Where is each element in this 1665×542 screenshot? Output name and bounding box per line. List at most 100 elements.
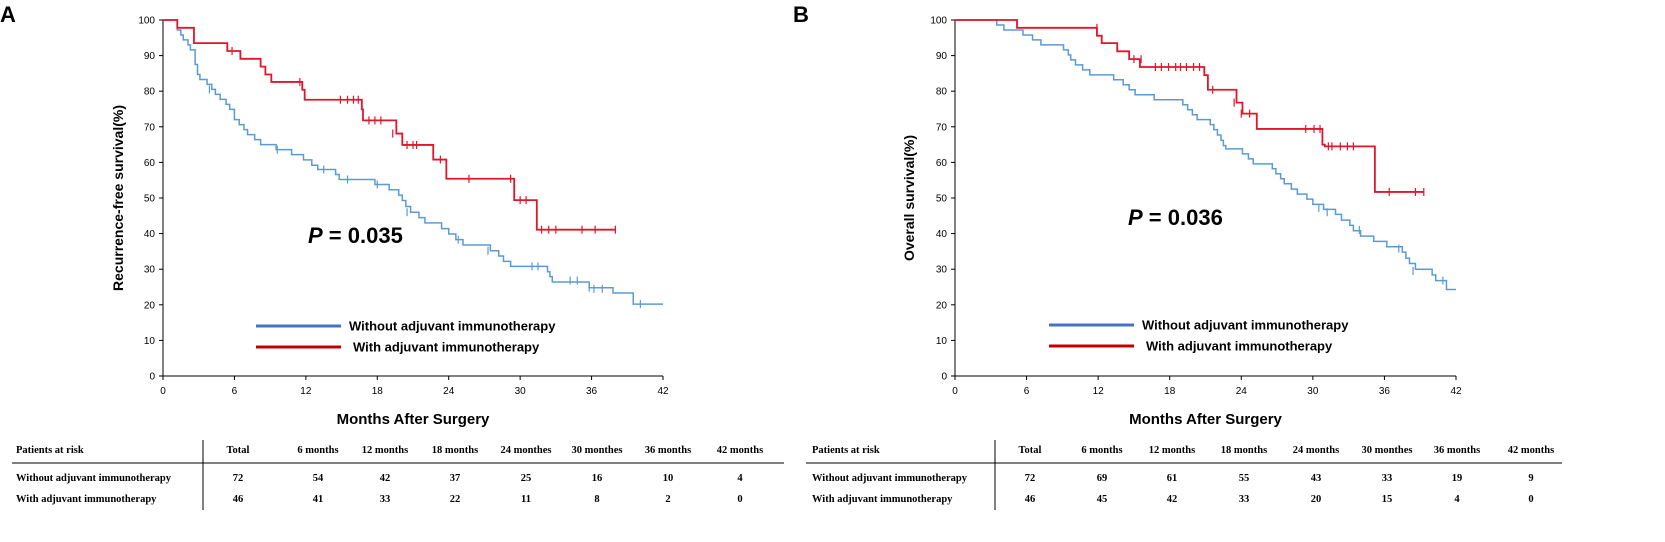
panel-letter: B xyxy=(793,2,809,27)
risk-table-cell: 61 xyxy=(1167,473,1178,484)
risk-table: Patients at risk Total 6 months 12 months 18… xyxy=(806,440,1562,510)
y-tick-label: 50 xyxy=(936,194,948,205)
risk-table-header: 36 months xyxy=(645,445,691,456)
x-tick-label: 36 xyxy=(1379,386,1391,397)
legend-label-without: Without adjuvant immunotherapy xyxy=(1142,318,1349,333)
y-tick-label: 80 xyxy=(144,87,156,98)
risk-table-header: Patients at risk xyxy=(812,445,880,456)
risk-table-cell: 0 xyxy=(1528,494,1533,505)
x-tick-label: 36 xyxy=(586,386,598,397)
y-tick-label: 10 xyxy=(936,336,948,347)
y-axis-label: Recurrence-free survival(%) xyxy=(110,105,126,291)
p-value: P = 0.036 xyxy=(1128,205,1223,230)
risk-table-row-label: Without adjuvant immunotherapy xyxy=(16,473,172,484)
risk-table-header: 12 months xyxy=(362,445,408,456)
x-tick-label: 24 xyxy=(443,386,455,397)
x-tick-label: 6 xyxy=(1024,386,1030,397)
risk-table-cell: 69 xyxy=(1097,473,1108,484)
risk-table-cell: 11 xyxy=(521,494,531,505)
risk-table-cell: 20 xyxy=(1311,494,1322,505)
legend-label-with: With adjuvant immunotherapy xyxy=(353,340,540,355)
y-tick-label: 40 xyxy=(144,229,156,240)
x-axis-label: Months After Surgery xyxy=(1129,411,1282,428)
y-tick-label: 0 xyxy=(941,372,947,383)
risk-table-cell: 72 xyxy=(233,473,244,484)
x-axis-label: Months After Surgery xyxy=(337,411,490,428)
survival-curve-without xyxy=(955,19,1456,291)
risk-table-cell: 16 xyxy=(592,473,603,484)
p-value-number: = 0.036 xyxy=(1143,205,1223,230)
risk-table-cell: 9 xyxy=(1528,473,1533,484)
x-tick-label: 6 xyxy=(232,386,238,397)
risk-table-header: 24 monthes xyxy=(500,445,551,456)
x-tick-label: 12 xyxy=(1093,386,1105,397)
panel-letter: A xyxy=(0,2,16,27)
risk-table-header: Patients at risk xyxy=(16,445,84,456)
risk-table-cell: 33 xyxy=(1239,494,1250,505)
x-tick-label: 42 xyxy=(657,386,669,397)
risk-table-cell: 54 xyxy=(313,473,324,484)
y-tick-label: 60 xyxy=(936,158,948,169)
y-tick-label: 90 xyxy=(144,51,156,62)
p-value: P = 0.035 xyxy=(308,223,403,248)
risk-table-cell: 22 xyxy=(450,494,461,505)
x-tick-label: 18 xyxy=(372,386,384,397)
risk-table-header: 18 months xyxy=(432,445,478,456)
legend-label-with: With adjuvant immunotherapy xyxy=(1146,339,1333,354)
y-tick-label: 30 xyxy=(144,265,156,276)
risk-table-row-label: Without adjuvant immunotherapy xyxy=(812,473,968,484)
survival-curve-with xyxy=(163,19,616,231)
risk-table-cell: 25 xyxy=(521,473,532,484)
risk-table-cell: 42 xyxy=(1167,494,1178,505)
y-tick-label: 50 xyxy=(144,194,156,205)
y-tick-label: 100 xyxy=(138,16,155,27)
y-tick-label: 10 xyxy=(144,336,156,347)
risk-table-cell: 55 xyxy=(1239,473,1250,484)
survival-curve-with xyxy=(955,19,1424,193)
risk-table-row-label: With adjuvant immunotherapy xyxy=(812,494,953,505)
y-tick-label: 100 xyxy=(930,16,947,27)
risk-table-header: 42 months xyxy=(1508,445,1554,456)
risk-table: Patients at risk Total 6 months 12 months 18… xyxy=(12,440,784,510)
risk-table-cell: 0 xyxy=(737,494,742,505)
y-tick-label: 90 xyxy=(936,51,948,62)
risk-table-cell: 4 xyxy=(1454,494,1460,505)
x-tick-label: 30 xyxy=(1307,386,1319,397)
risk-table-header: Total xyxy=(1019,445,1042,456)
y-tick-label: 0 xyxy=(149,372,155,383)
x-tick-label: 0 xyxy=(952,386,958,397)
risk-table-cell: 45 xyxy=(1097,494,1108,505)
risk-table-header: 36 months xyxy=(1434,445,1480,456)
p-value-number: = 0.035 xyxy=(323,223,403,248)
risk-table-cell: 8 xyxy=(594,494,599,505)
y-tick-label: 70 xyxy=(144,122,156,133)
risk-table-row-label: With adjuvant immunotherapy xyxy=(16,494,157,505)
x-tick-label: 18 xyxy=(1164,386,1176,397)
risk-table-header: 6 months xyxy=(297,445,338,456)
risk-table-header: 24 months xyxy=(1293,445,1339,456)
risk-table-cell: 43 xyxy=(1311,473,1322,484)
y-tick-label: 20 xyxy=(936,300,948,311)
risk-table-header: 18 months xyxy=(1221,445,1267,456)
y-tick-label: 20 xyxy=(144,300,156,311)
p-symbol: P xyxy=(1128,205,1143,230)
y-tick-label: 80 xyxy=(936,87,948,98)
risk-table-cell: 15 xyxy=(1382,494,1393,505)
risk-table-cell: 33 xyxy=(380,494,391,505)
risk-table-header: 30 monthes xyxy=(571,445,622,456)
risk-table-cell: 37 xyxy=(450,473,461,484)
y-axis-label: Overall survival(%) xyxy=(901,135,917,261)
p-symbol: P xyxy=(308,223,323,248)
y-tick-label: 30 xyxy=(936,265,948,276)
risk-table-cell: 10 xyxy=(663,473,674,484)
y-tick-label: 70 xyxy=(936,122,948,133)
risk-table-cell: 72 xyxy=(1025,473,1036,484)
risk-table-header: 42 months xyxy=(717,445,763,456)
risk-table-cell: 4 xyxy=(737,473,743,484)
risk-table-header: 12 months xyxy=(1149,445,1195,456)
x-tick-label: 24 xyxy=(1236,386,1248,397)
risk-table-cell: 46 xyxy=(233,494,244,505)
